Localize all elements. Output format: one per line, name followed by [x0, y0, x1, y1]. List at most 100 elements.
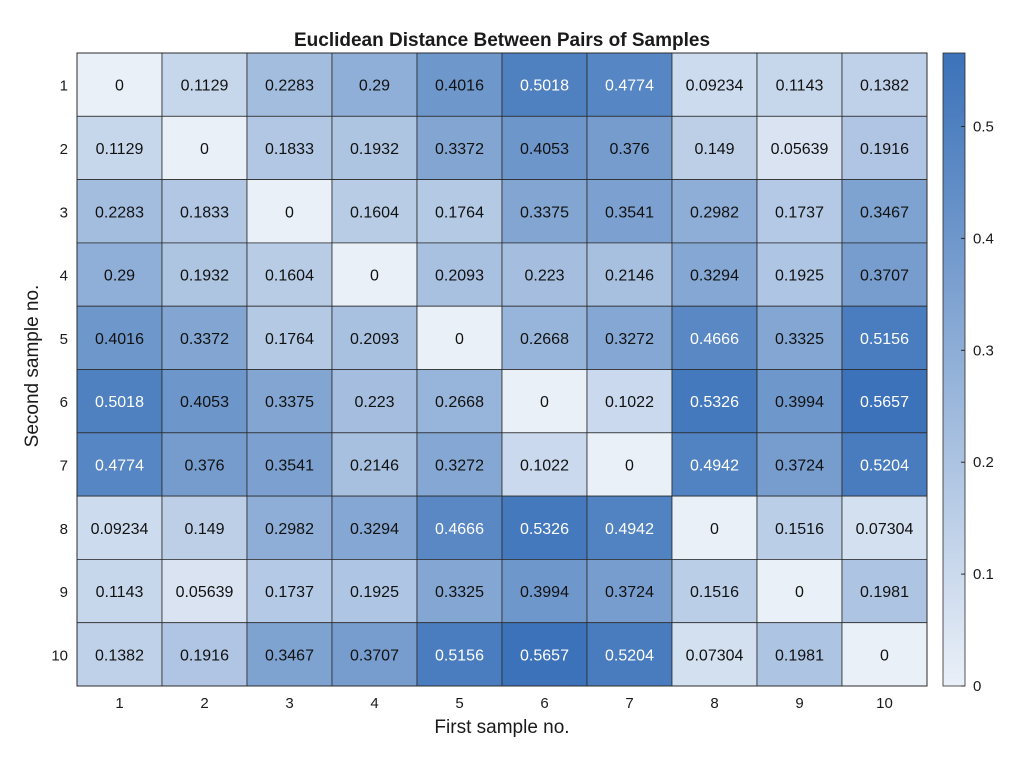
cell-value-label: 0.1932 — [180, 268, 229, 285]
cell-value-label: 0 — [880, 647, 889, 664]
cell-value-label: 0.4942 — [690, 457, 739, 474]
cell-value-label: 0.4053 — [520, 141, 569, 158]
cell-value-label: 0 — [795, 584, 804, 601]
heatmap-cell — [331, 432, 418, 497]
colorbar-gradient — [942, 52, 966, 687]
cell-value-label: 0.1925 — [350, 584, 399, 601]
x-tick-label: 6 — [540, 695, 548, 712]
cell-value-label: 0.1129 — [96, 141, 144, 158]
heatmap-cell — [671, 242, 758, 307]
cell-value-label: 0 — [115, 78, 124, 95]
cell-value-label: 0.1916 — [860, 141, 909, 158]
colorbar: 0 0.1 0.2 0.3 0.4 0.5 — [942, 52, 994, 695]
heatmap-cell — [331, 115, 418, 181]
cell-value-label: 0.1022 — [605, 394, 654, 411]
cell-value-label: 0.4942 — [605, 521, 654, 538]
heatmap-cell — [756, 622, 843, 687]
heatmap-cell — [756, 432, 843, 497]
y-axis-label: Second sample no. — [22, 285, 43, 448]
heatmap-cell — [76, 369, 163, 434]
cell-value-label: 0 — [455, 331, 464, 348]
cell-value-label: 0.2093 — [435, 268, 484, 285]
heatmap-cell — [756, 305, 843, 370]
x-tick-label: 3 — [285, 695, 293, 712]
cell-value-label: 0.1925 — [775, 268, 824, 285]
cell-value-label: 0.2146 — [350, 457, 399, 474]
heatmap-cell — [161, 52, 248, 117]
cell-value-label: 0.5156 — [860, 331, 909, 348]
cell-value-label: 0.1764 — [435, 204, 484, 221]
cell-value-label: 0.4774 — [605, 78, 654, 95]
heatmap-cell — [586, 115, 673, 181]
heatmap-cell — [671, 622, 758, 687]
cell-value-label: 0.2982 — [690, 204, 739, 221]
cell-value-label: 0 — [540, 394, 549, 411]
heatmap-cell — [671, 495, 758, 560]
heatmap-cell — [586, 495, 673, 560]
cell-value-label: 0.3375 — [520, 204, 569, 221]
cell-value-label: 0.1516 — [690, 584, 739, 601]
cell-value-label: 0.2982 — [265, 521, 314, 538]
cell-value-label: 0.4774 — [95, 457, 144, 474]
cell-value-label: 0.4666 — [690, 331, 739, 348]
heatmap-cell — [76, 432, 163, 497]
x-tick-label: 2 — [200, 695, 208, 712]
heatmap-cell — [671, 115, 758, 181]
cell-value-label: 0.3724 — [775, 457, 824, 474]
y-tick-label: 7 — [60, 457, 68, 474]
cell-value-label: 0.3707 — [350, 647, 399, 664]
cell-value-label: 0.1737 — [775, 204, 824, 221]
heatmap-cell — [671, 305, 758, 370]
heatmap-cell — [246, 369, 333, 434]
cell-value-label: 0.29 — [359, 78, 390, 95]
cell-value-label: 0.1129 — [181, 78, 229, 95]
cell-value-label: 0.2668 — [520, 331, 569, 348]
cell-value-label: 0.1764 — [265, 331, 314, 348]
heatmap-cell — [416, 369, 503, 434]
cell-value-label: 0.3325 — [435, 584, 484, 601]
cell-value-label: 0.3541 — [605, 204, 654, 221]
cell-value-label: 0.07304 — [686, 647, 744, 664]
cell-value-label: 0.1022 — [520, 457, 569, 474]
cell-value-label: 0.5657 — [860, 394, 909, 411]
x-tick-label: 10 — [876, 695, 893, 712]
heatmap-cell — [416, 52, 503, 117]
colorbar-tick-label: 0.5 — [973, 119, 994, 136]
y-tick-label: 3 — [60, 204, 68, 221]
heatmap-cell — [416, 495, 503, 560]
heatmap-cell — [586, 242, 673, 307]
heatmap-cell — [671, 179, 758, 244]
cell-value-label: 0.3294 — [690, 268, 739, 285]
heatmap-cell — [416, 179, 503, 244]
cell-value-label: 0.5326 — [520, 521, 569, 538]
y-tick-label: 8 — [60, 521, 68, 538]
chart-title: Euclidean Distance Between Pairs of Samp… — [294, 30, 710, 51]
cell-value-label: 0.4666 — [435, 521, 484, 538]
cell-value-label: 0.29 — [104, 268, 135, 285]
heatmap-cell — [671, 52, 758, 117]
heatmap-cell — [671, 432, 758, 497]
cell-value-label: 0.1516 — [775, 521, 824, 538]
x-tick-label: 8 — [710, 695, 718, 712]
heatmap-cell — [331, 369, 418, 434]
y-tick-label: 5 — [60, 331, 68, 348]
heatmap-cell — [586, 179, 673, 244]
cell-value-label: 0 — [370, 268, 379, 285]
heatmap-cell — [756, 179, 843, 244]
cell-value-label: 0 — [625, 457, 634, 474]
cell-value-label: 0.1932 — [350, 141, 399, 158]
cell-value-label: 0.4053 — [180, 394, 229, 411]
heatmap-cell — [586, 369, 673, 434]
y-tick-label: 1 — [60, 78, 68, 95]
cell-value-label: 0.2093 — [350, 331, 399, 348]
x-tick-label: 7 — [625, 695, 633, 712]
y-tick-label: 2 — [60, 141, 68, 158]
x-tick-label: 5 — [455, 695, 463, 712]
heatmap-cell — [416, 242, 503, 307]
heatmap-cell — [756, 559, 843, 624]
cell-value-label: 0.5018 — [520, 78, 569, 95]
heatmap-cell — [161, 559, 248, 624]
heatmap-cell — [671, 559, 758, 624]
x-axis-label: First sample no. — [434, 717, 569, 738]
